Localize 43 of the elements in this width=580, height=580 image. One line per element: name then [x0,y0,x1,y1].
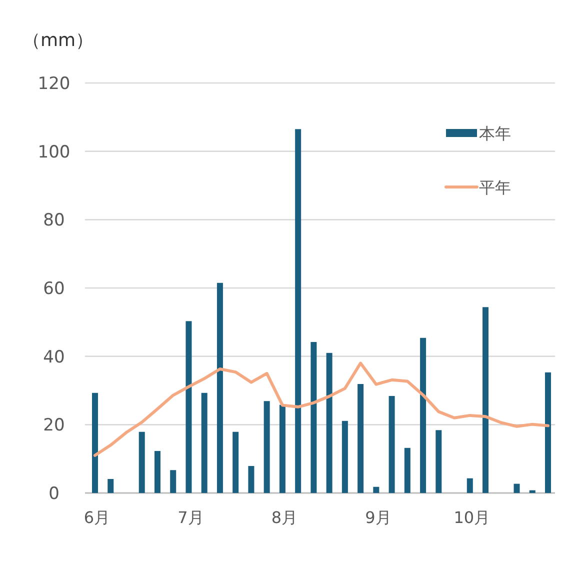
bar [154,450,160,493]
bar [482,307,489,493]
y-tick-label: 100 [38,142,70,162]
bar [201,392,208,493]
x-tick-label: 6月 [84,508,110,527]
bar [388,396,395,493]
bar [466,478,473,493]
x-tick-label: 9月 [365,508,392,527]
bar [295,129,302,493]
bar [92,392,98,493]
y-tick-label: 60 [43,279,65,299]
bar [108,478,114,493]
line-series [94,362,550,457]
bar [436,430,442,493]
bar [138,432,145,493]
bar [248,466,254,493]
y-axis-title: （mm） [22,30,94,51]
x-tick-label: 7月 [178,508,204,527]
bar [420,338,426,493]
bar [170,470,176,493]
bar [264,401,270,493]
bar [310,342,317,493]
bar [514,484,520,493]
y-tick-label: 0 [48,484,60,504]
bar [358,384,364,493]
y-tick-label: 120 [38,74,70,94]
legend-label: 本年 [479,124,511,143]
bar [545,372,551,493]
x-tick-label: 10月 [454,508,490,527]
bar [373,486,380,493]
bar [404,448,410,493]
legend-label: 平年 [479,178,511,197]
y-tick-label: 40 [43,347,65,368]
y-tick-label: 20 [43,416,65,436]
bar [529,490,536,493]
bar [232,432,239,493]
bar [216,282,223,493]
bar [279,404,286,493]
y-tick-label: 80 [43,210,65,231]
bar [326,352,332,493]
x-tick-label: 8月 [271,508,298,527]
bar [186,321,192,493]
bar [342,420,348,493]
